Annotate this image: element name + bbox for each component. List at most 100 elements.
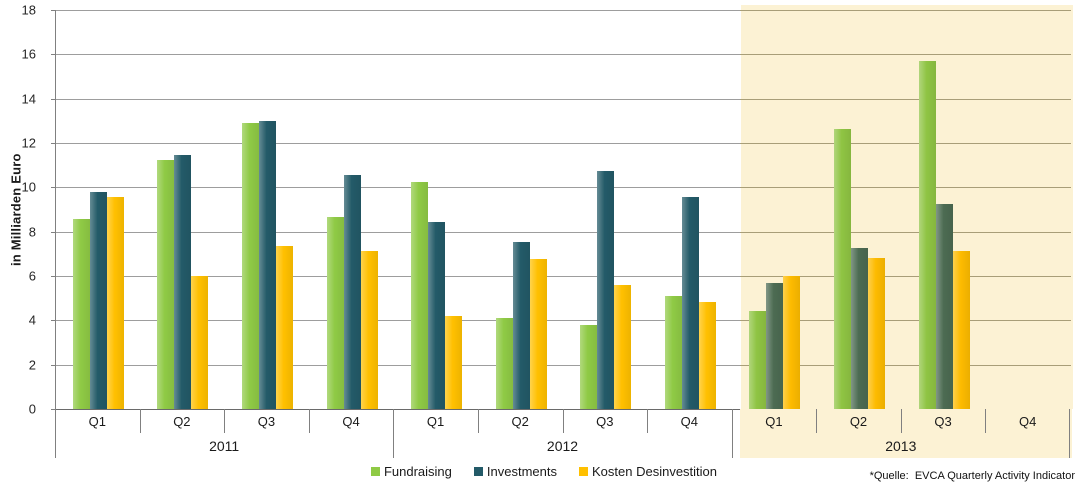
bar-kosten-desinvestition-2012-Q1	[445, 315, 463, 409]
gridline-6	[56, 275, 1071, 277]
source-note: *Quelle: EVCA Quarterly Activity Indicat…	[869, 470, 1075, 482]
y-tick-label-14: 14	[21, 91, 36, 107]
bar-kosten-desinvestition-2013-Q3	[952, 250, 970, 409]
y-tick-mark-16	[51, 54, 56, 56]
quarter-separator	[816, 409, 818, 433]
bar-kosten-desinvestition-2011-Q3	[275, 246, 293, 409]
bar-investments-2011-Q4	[343, 175, 361, 409]
legend-label-kosten-desinvestition: Kosten Desinvestition	[592, 463, 718, 479]
y-tick-label-6: 6	[28, 268, 36, 284]
bar-fundraising-2011-Q2	[157, 159, 175, 409]
y-tick-label-10: 10	[21, 179, 36, 195]
bar-group-2012-Q2	[479, 10, 564, 409]
bar-kosten-desinvestition-2012-Q4	[698, 301, 716, 409]
kosten-desinvestition-swatch-icon	[579, 466, 588, 476]
bar-fundraising-2013-Q1	[749, 311, 767, 409]
x-label-year-2011: 2011	[209, 437, 240, 454]
y-tick-mark-10	[51, 187, 56, 189]
bar-investments-2013-Q2	[851, 248, 869, 409]
year-labels-row: 2011 2012 2013	[55, 433, 1070, 458]
bar-fundraising-2012-Q2	[495, 318, 513, 409]
y-tick-mark-14	[51, 98, 56, 100]
quarter-separator	[224, 409, 226, 433]
year-separator	[731, 409, 733, 458]
bar-kosten-desinvestition-2013-Q2	[868, 258, 886, 409]
x-label-2011-Q3: Q3	[257, 413, 276, 429]
x-label-2012-Q2: Q2	[511, 413, 529, 429]
y-tick-label-4: 4	[28, 312, 36, 328]
x-axis: Q1 Q2 Q3 Q4 Q1 Q2 Q3 Q4 Q1 Q2 Q3 Q4 2011 2012 2013	[55, 409, 1072, 458]
bar-fundraising-2012-Q4	[664, 295, 682, 409]
gridline-12	[56, 142, 1071, 144]
plot-area	[51, 5, 1073, 410]
quarter-separator	[139, 409, 141, 433]
y-tick-label-12: 12	[21, 135, 36, 151]
y-tick-label-18: 18	[21, 2, 36, 18]
legend-label-investments: Investments	[486, 463, 557, 479]
bar-fundraising-2012-Q3	[580, 324, 598, 409]
bar-kosten-desinvestition-2011-Q1	[106, 197, 124, 409]
x-label-2011-Q4: Q4	[342, 413, 360, 429]
bar-group-2012-Q4	[648, 10, 733, 409]
legend-item-fundraising: Fundraising	[370, 464, 452, 479]
bar-kosten-desinvestition-2012-Q3	[614, 284, 632, 409]
year-separator	[1069, 409, 1070, 458]
y-tick-mark-6	[51, 275, 56, 277]
x-label-2013-Q2: Q2	[849, 413, 868, 429]
x-label-2011-Q1: Q1	[88, 413, 106, 429]
gridline-10	[56, 187, 1071, 189]
highlight-2013-axis-band	[739, 409, 1072, 458]
year-separator	[393, 409, 395, 458]
quarter-separator	[647, 409, 649, 433]
x-label-year-2012: 2012	[546, 437, 579, 454]
y-tick-label-2: 2	[28, 357, 36, 373]
gridline-18	[56, 10, 1071, 11]
gridline-2	[56, 364, 1071, 366]
bar-kosten-desinvestition-2011-Q2	[191, 276, 209, 409]
bar-group-2013-Q3	[902, 10, 987, 409]
quarter-separator	[477, 409, 479, 433]
gridline-14	[56, 98, 1071, 100]
bar-fundraising-2012-Q1	[411, 181, 429, 409]
bar-investments-2012-Q4	[681, 197, 699, 409]
y-tick-mark-4	[51, 320, 56, 322]
y-tick-mark-18	[51, 10, 56, 11]
x-label-2012-Q1: Q1	[426, 413, 445, 429]
bar-fundraising-2013-Q3	[918, 60, 936, 409]
legend: Fundraising Investments Kosten Desinvest…	[0, 462, 1088, 480]
bar-kosten-desinvestition-2013-Q1	[783, 276, 801, 409]
quarter-labels-row: Q1 Q2 Q3 Q4 Q1 Q2 Q3 Q4 Q1 Q2 Q3 Q4	[55, 409, 1070, 433]
gridline-4	[56, 320, 1071, 322]
quarter-separator	[562, 409, 564, 433]
y-tick-mark-2	[51, 364, 56, 366]
bar-kosten-desinvestition-2012-Q2	[529, 259, 547, 409]
x-label-2013-Q3: Q3	[934, 413, 952, 429]
bar-group-2011-Q4	[310, 10, 395, 409]
bar-group-2013-Q2	[817, 10, 902, 409]
bar-investments-2011-Q3	[258, 120, 276, 409]
bar-investments-2013-Q3	[935, 203, 953, 409]
bar-fundraising-2011-Q1	[72, 219, 90, 409]
bar-kosten-desinvestition-2011-Q4	[360, 250, 378, 409]
bar-investments-2012-Q1	[428, 221, 446, 409]
fundraising-swatch-icon	[370, 466, 380, 476]
year-separator	[55, 409, 56, 458]
investments-swatch-icon	[473, 466, 483, 476]
y-tick-label-0: 0	[28, 401, 36, 417]
bar-investments-2013-Q1	[766, 282, 784, 409]
y-tick-mark-12	[51, 142, 56, 144]
bar-fundraising-2013-Q2	[834, 128, 852, 409]
bar-investments-2012-Q2	[512, 241, 530, 409]
bar-investments-2012-Q3	[597, 170, 615, 409]
bar-group-2011-Q2	[141, 10, 226, 409]
x-label-2012-Q4: Q4	[680, 413, 698, 429]
x-label-2013-Q1: Q1	[765, 413, 783, 429]
gridline-16	[56, 54, 1071, 56]
y-tick-mark-8	[51, 231, 56, 233]
gridline-8	[56, 231, 1071, 233]
bar-group-2012-Q1	[394, 10, 479, 409]
bar-investments-2011-Q2	[174, 155, 192, 409]
y-tick-mark-0	[51, 409, 56, 410]
bar-fundraising-2011-Q4	[326, 217, 344, 409]
